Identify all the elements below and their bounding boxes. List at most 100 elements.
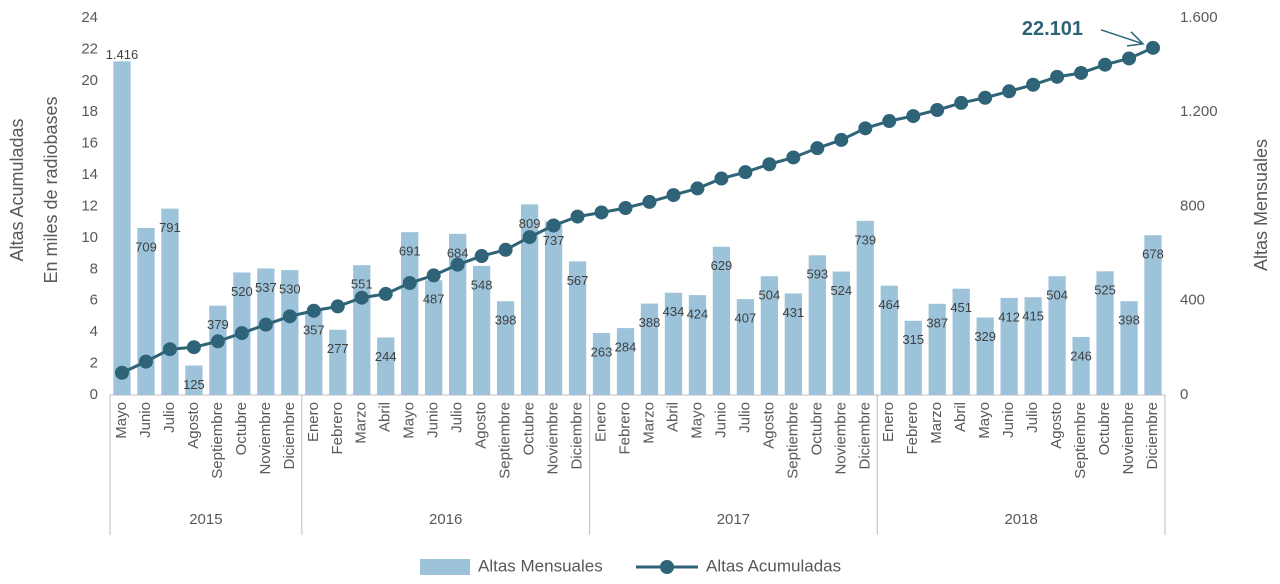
bar	[520, 204, 539, 395]
x-tick-label: Mayo	[688, 402, 705, 439]
line-marker	[330, 299, 345, 314]
x-tick-label: Octubre	[808, 402, 825, 455]
x-tick-label: Julio	[736, 402, 753, 433]
y-tick-label: 4	[90, 323, 98, 340]
bar	[616, 328, 635, 395]
bar	[760, 276, 779, 395]
bar	[425, 280, 443, 395]
y-axis-subtitle: En miles de radiobases	[41, 96, 61, 283]
y2-axis-title: Altas Mensuales	[1251, 139, 1271, 271]
x-tick-label: Mayo	[401, 402, 418, 439]
value-label: 809	[519, 216, 541, 231]
y-tick-label: 24	[81, 9, 98, 26]
value-label: 737	[543, 233, 565, 248]
value-label: 379	[207, 317, 229, 332]
line-marker	[258, 317, 273, 332]
value-label: 739	[854, 232, 876, 247]
annotation-arrow	[1100, 29, 1145, 47]
line-marker	[498, 242, 513, 257]
y-tick-label: 0	[90, 386, 98, 403]
bar	[257, 268, 275, 395]
line-marker	[234, 326, 249, 341]
bar	[568, 261, 587, 395]
line-marker	[1026, 77, 1041, 92]
x-tick-label: Septiembre	[497, 402, 514, 479]
line-marker	[402, 276, 417, 291]
group-label: 2016	[429, 511, 462, 528]
annotation: 22.101	[1022, 18, 1083, 40]
y-tick-label: 12	[81, 197, 98, 214]
value-label: 593	[806, 267, 828, 282]
x-tick-label: Marzo	[640, 402, 657, 444]
line-marker	[378, 286, 393, 301]
bar	[113, 61, 131, 395]
x-tick-label: Enero	[880, 402, 897, 442]
legend-marker	[660, 560, 674, 574]
bar	[928, 303, 946, 395]
line-marker	[1146, 40, 1161, 55]
line-marker	[906, 109, 921, 124]
bar	[880, 285, 898, 395]
line-marker	[138, 354, 153, 369]
value-label: 125	[183, 377, 205, 392]
bar	[496, 301, 515, 395]
group-label: 2018	[1004, 511, 1037, 528]
y2-tick-label: 400	[1180, 292, 1205, 309]
bar	[1000, 297, 1018, 395]
value-label: 551	[351, 277, 373, 292]
bar	[1048, 276, 1066, 395]
line-marker	[570, 209, 585, 224]
y-tick-label: 20	[81, 72, 98, 89]
value-label: 567	[567, 273, 589, 288]
value-label: 415	[1022, 309, 1044, 324]
y2-tick-label: 1.600	[1180, 9, 1218, 26]
value-label: 504	[1046, 288, 1068, 303]
value-label: 684	[447, 245, 469, 260]
y2-tick-label: 800	[1180, 197, 1205, 214]
x-tick-label: Julio	[1024, 402, 1041, 433]
value-label: 691	[399, 244, 421, 259]
x-tick-label: Mayo	[113, 402, 130, 439]
group-label: 2017	[717, 511, 750, 528]
line-marker	[306, 303, 321, 318]
x-tick-label: Marzo	[928, 402, 945, 444]
legend-label: Altas Mensuales	[478, 556, 603, 575]
y2-tick-label: 1.200	[1180, 103, 1218, 120]
value-label: 791	[159, 220, 181, 235]
line-marker	[954, 95, 969, 110]
bar	[281, 270, 299, 395]
bar	[784, 293, 802, 395]
line-marker	[762, 157, 777, 172]
value-label: 244	[375, 349, 397, 364]
line-marker	[618, 201, 633, 216]
line-marker	[354, 290, 369, 305]
x-tick-label: Mayo	[976, 402, 993, 439]
line-marker	[666, 188, 681, 203]
x-tick-label: Abril	[664, 402, 681, 432]
x-tick-label: Febrero	[904, 402, 921, 455]
line-marker	[426, 268, 441, 283]
value-label: 451	[950, 300, 972, 315]
x-tick-label: Febrero	[616, 402, 633, 455]
bar	[952, 288, 970, 395]
x-tick-label: Octubre	[233, 402, 250, 455]
y-tick-label: 16	[81, 135, 98, 152]
line-marker	[114, 365, 129, 380]
x-tick-label: Agosto	[185, 402, 202, 449]
x-tick-label: Noviembre	[1120, 402, 1137, 475]
line-marker	[474, 249, 489, 264]
bar	[1144, 235, 1162, 395]
value-label: 530	[279, 282, 301, 297]
value-label: 520	[231, 284, 253, 299]
bar	[473, 265, 491, 395]
value-label: 678	[1142, 247, 1164, 262]
y-tick-label: 18	[81, 103, 98, 120]
bar	[856, 220, 874, 395]
x-tick-label: Abril	[952, 402, 969, 432]
y-tick-label: 6	[90, 292, 98, 309]
y2-tick-label: 0	[1180, 386, 1188, 403]
line-marker	[186, 340, 201, 355]
line-marker	[282, 309, 297, 324]
bar	[1096, 271, 1114, 395]
